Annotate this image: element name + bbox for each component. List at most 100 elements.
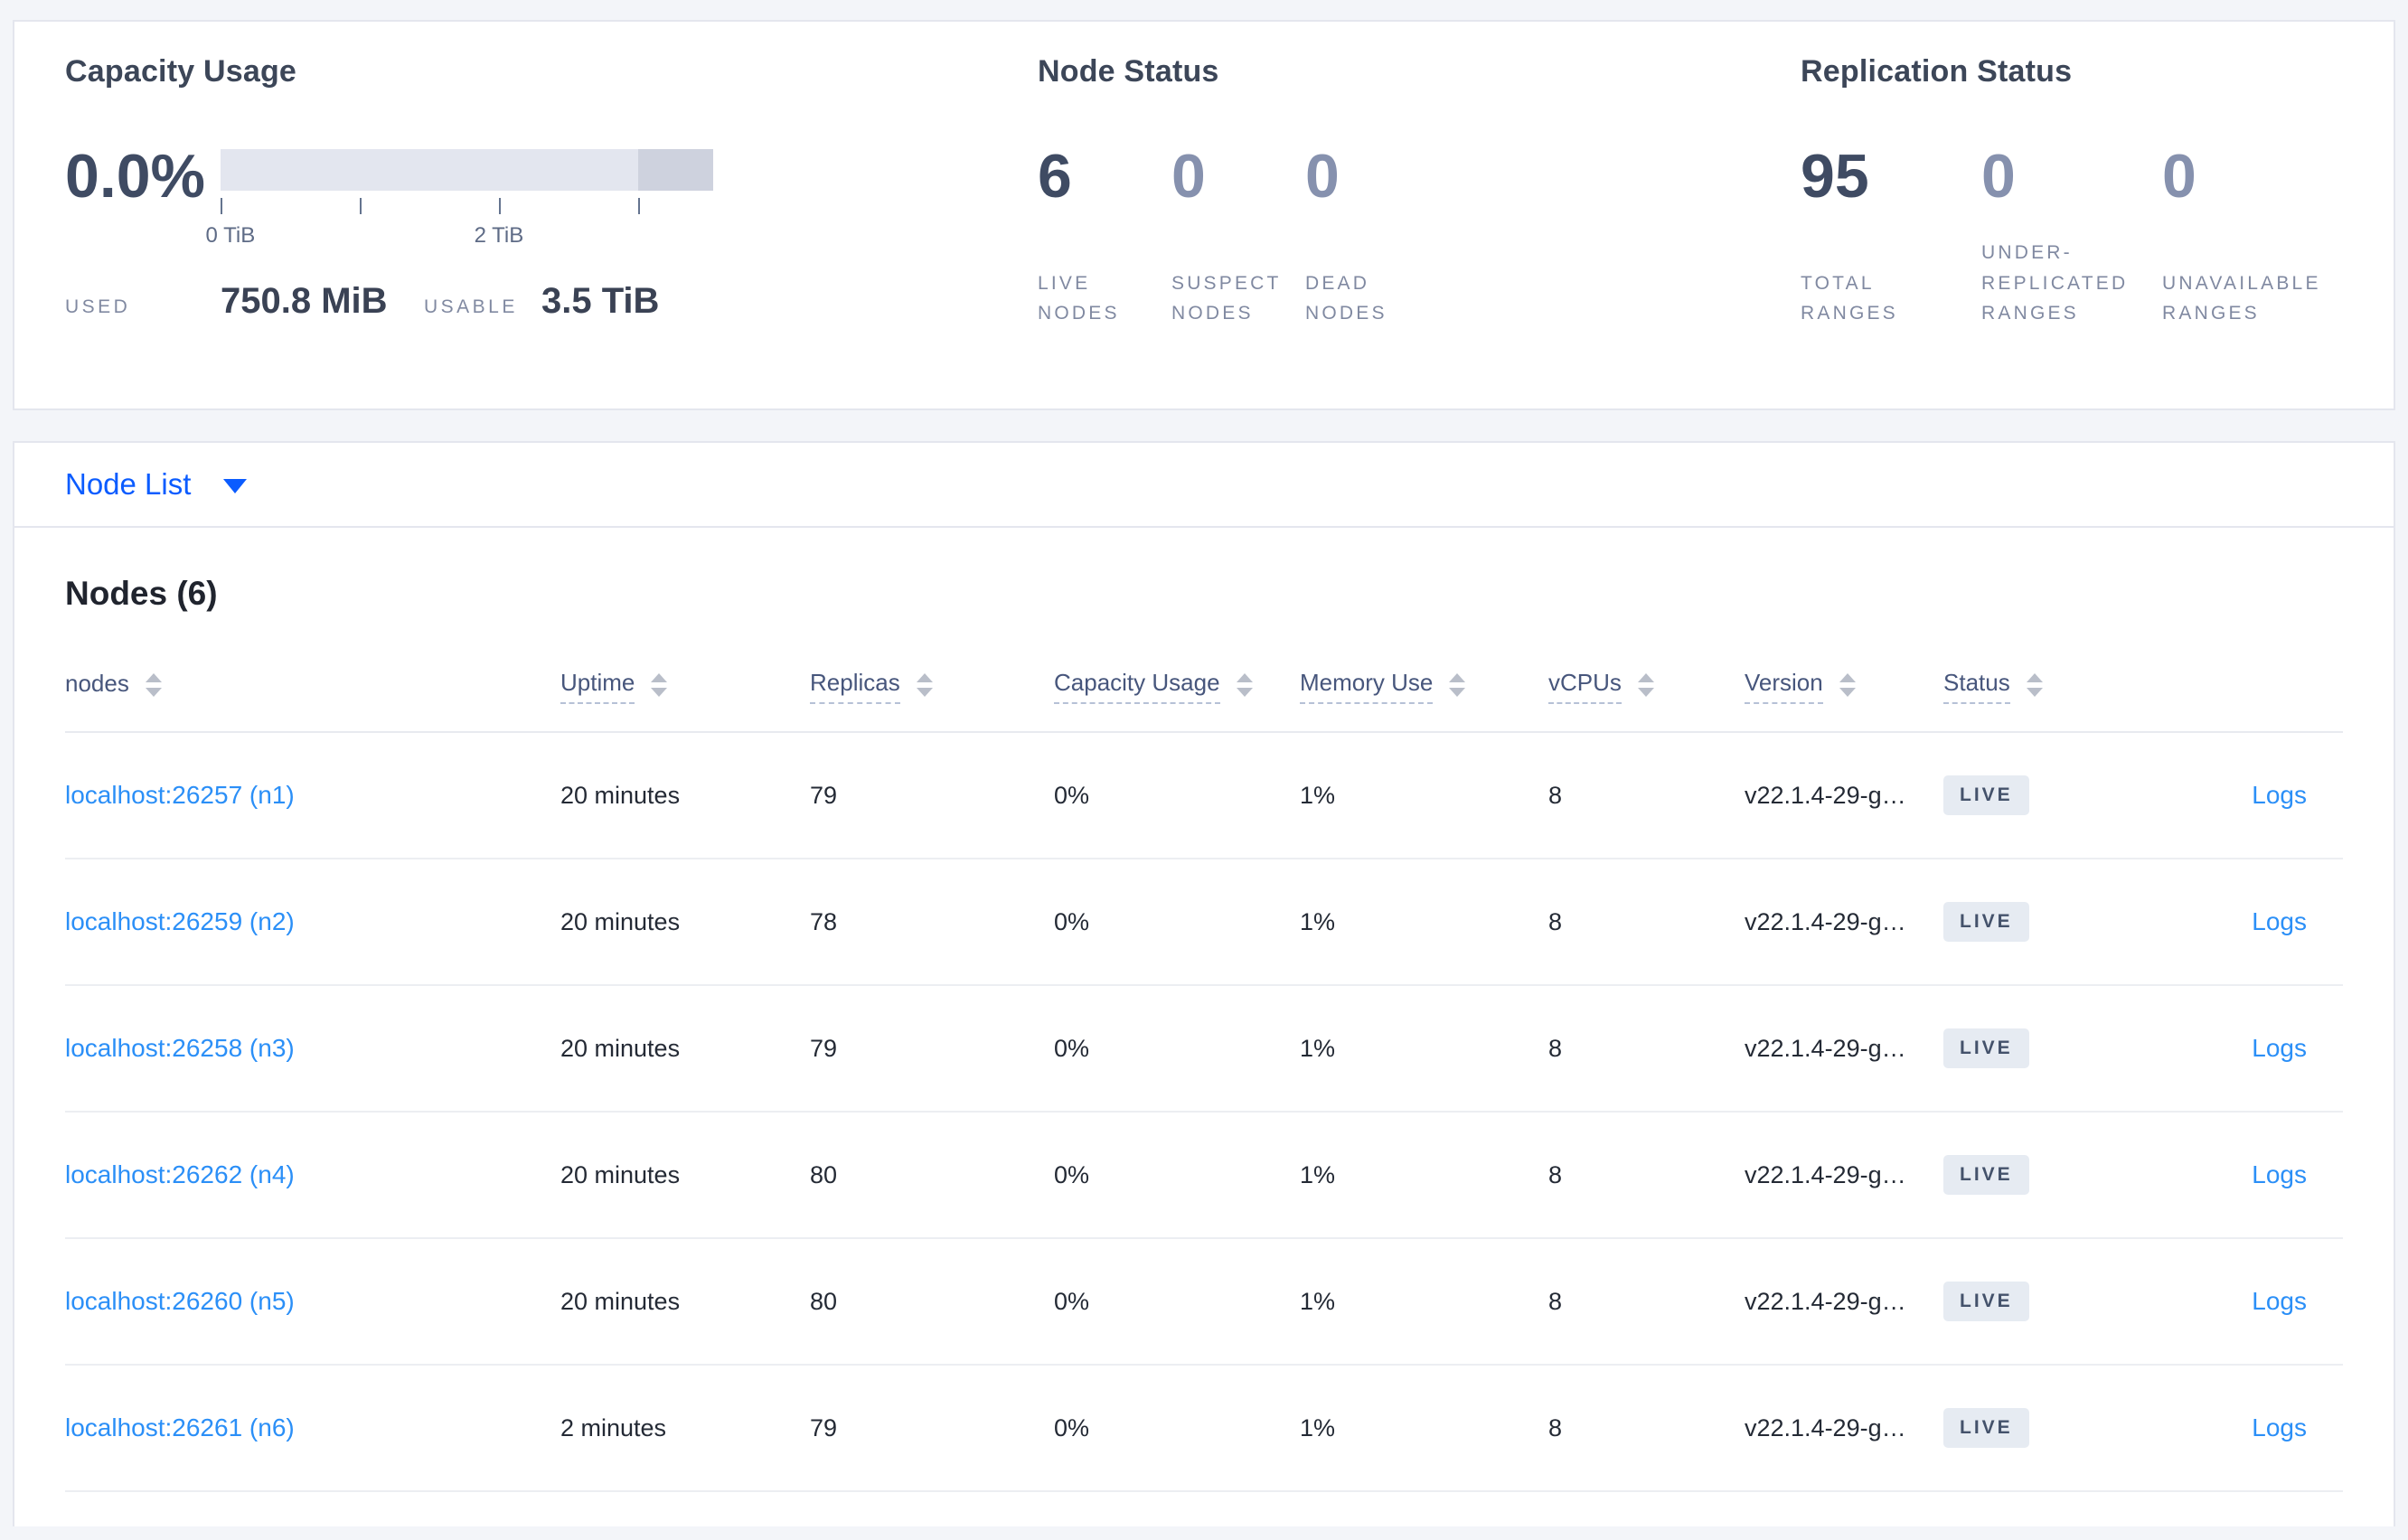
column-header-nodes[interactable]: nodes xyxy=(65,670,560,703)
replicas-cell: 78 xyxy=(810,907,838,935)
axis-tick-0 xyxy=(221,198,222,214)
status-badge: LIVE xyxy=(1943,1028,2029,1068)
dead-nodes-value: 0 xyxy=(1304,142,1340,211)
nodes-table-header: nodes Uptime Replicas Capacity Usage Mem… xyxy=(65,613,2343,733)
column-label-uptime: Uptime xyxy=(560,669,635,704)
used-value: 750.8 MiB xyxy=(221,281,388,321)
memory-use-cell: 1% xyxy=(1300,1160,1336,1188)
suspect-nodes-value: 0 xyxy=(1171,142,1206,211)
replicas-cell: 79 xyxy=(810,1413,838,1441)
column-label-memory-use: Memory Use xyxy=(1300,669,1434,704)
table-row: localhost:26261 (n6) 2 minutes 79 0% 1% … xyxy=(65,1366,2343,1492)
status-badge: LIVE xyxy=(1943,902,2029,942)
capacity-usage-cell: 0% xyxy=(1054,781,1090,809)
replication-status-title: Replication Status xyxy=(1801,54,2073,89)
node-link[interactable]: localhost:26261 (n6) xyxy=(65,1413,295,1441)
capacity-usage-section: Capacity Usage 0.0% 0 TiB 2 TiB USED 750… xyxy=(65,54,1038,369)
version-cell: v22.1.4-29-g… xyxy=(1745,781,1906,809)
column-header-vcpus[interactable]: vCPUs xyxy=(1548,669,1745,704)
axis-tick-2 xyxy=(498,198,501,214)
axis-tick-1 xyxy=(359,198,362,214)
node-status-stats: 6 LIVE NODES 0 SUSPECT NODES 0 DEAD NODE… xyxy=(1038,146,1801,328)
table-row: localhost:26257 (n1) 20 minutes 79 0% 1%… xyxy=(65,733,2343,859)
version-cell: v22.1.4-29-g… xyxy=(1745,907,1906,935)
node-list-dropdown-bar: Node List xyxy=(14,443,2394,528)
capacity-bar-reserved-segment xyxy=(638,149,713,191)
uptime-cell: 20 minutes xyxy=(560,781,681,809)
total-ranges-stat: 95 TOTAL RANGES xyxy=(1801,146,1981,328)
memory-use-cell: 1% xyxy=(1300,1287,1336,1315)
vcpus-cell: 8 xyxy=(1548,1287,1563,1315)
uptime-cell: 20 minutes xyxy=(560,907,681,935)
uptime-cell: 2 minutes xyxy=(560,1413,667,1441)
capacity-percent-value: 0.0% xyxy=(65,142,205,211)
axis-tick-label-2: 2 TiB xyxy=(474,223,524,248)
column-label-version: Version xyxy=(1745,669,1823,704)
suspect-nodes-label: SUSPECT NODES xyxy=(1171,272,1282,324)
version-cell: v22.1.4-29-g… xyxy=(1745,1034,1906,1062)
column-header-uptime[interactable]: Uptime xyxy=(560,669,810,704)
column-header-replicas[interactable]: Replicas xyxy=(810,669,1054,704)
capacity-stats: USED 750.8 MiB USABLE 3.5 TiB xyxy=(65,281,1038,322)
replication-status-stats: 95 TOTAL RANGES 0 UNDER-REPLICATED RANGE… xyxy=(1801,146,2343,328)
used-label: USED xyxy=(65,296,131,317)
nodes-table-section: Nodes (6) nodes Uptime Replicas Capacity… xyxy=(14,528,2394,1526)
node-status-title: Node Status xyxy=(1037,54,1219,89)
logs-link[interactable]: Logs xyxy=(2252,1413,2307,1441)
vcpus-cell: 8 xyxy=(1548,781,1563,809)
node-status-section: Node Status 6 LIVE NODES 0 SUSPECT NODES… xyxy=(1038,54,1801,369)
logs-link[interactable]: Logs xyxy=(2252,1034,2307,1062)
live-nodes-stat: 6 LIVE NODES xyxy=(1038,146,1171,328)
node-link[interactable]: localhost:26259 (n2) xyxy=(65,907,295,935)
logs-link[interactable]: Logs xyxy=(2252,907,2307,935)
capacity-gauge: 0.0% 0 TiB 2 TiB xyxy=(65,142,1038,248)
capacity-usage-cell: 0% xyxy=(1054,1160,1090,1188)
version-cell: v22.1.4-29-g… xyxy=(1745,1160,1906,1188)
dead-nodes-stat: 0 DEAD NODES xyxy=(1305,146,1439,328)
sort-icon xyxy=(2026,672,2043,697)
capacity-usage-title: Capacity Usage xyxy=(65,54,297,89)
column-label-vcpus: vCPUs xyxy=(1548,669,1622,704)
sort-icon xyxy=(1839,672,1856,697)
node-link[interactable]: localhost:26262 (n4) xyxy=(65,1160,295,1188)
replicas-cell: 80 xyxy=(810,1287,838,1315)
column-header-status[interactable]: Status xyxy=(1943,669,2151,704)
table-row: localhost:26259 (n2) 20 minutes 78 0% 1%… xyxy=(65,859,2343,986)
column-header-memory-use[interactable]: Memory Use xyxy=(1300,669,1548,704)
replicas-cell: 79 xyxy=(810,781,838,809)
column-header-version[interactable]: Version xyxy=(1745,669,1943,704)
sort-icon xyxy=(1449,672,1466,697)
live-nodes-label: LIVE NODES xyxy=(1037,272,1120,324)
logs-link[interactable]: Logs xyxy=(2252,1287,2307,1315)
column-label-status: Status xyxy=(1943,669,2010,704)
nodes-table-heading: Nodes (6) xyxy=(65,575,218,612)
node-list-card: Node List Nodes (6) nodes Uptime Replica… xyxy=(13,441,2395,1526)
total-ranges-value: 95 xyxy=(1801,142,1869,211)
node-link[interactable]: localhost:26260 (n5) xyxy=(65,1287,295,1315)
status-cell: LIVE xyxy=(1943,775,2151,815)
vcpus-cell: 8 xyxy=(1548,1034,1563,1062)
memory-use-cell: 1% xyxy=(1300,1034,1336,1062)
table-row: localhost:26258 (n3) 20 minutes 79 0% 1%… xyxy=(65,986,2343,1113)
node-list-dropdown[interactable]: Node List xyxy=(65,467,248,502)
node-list-dropdown-label: Node List xyxy=(65,467,192,501)
logs-link[interactable]: Logs xyxy=(2252,1160,2307,1188)
column-header-capacity-usage[interactable]: Capacity Usage xyxy=(1054,669,1300,704)
status-badge: LIVE xyxy=(1943,1408,2029,1448)
status-badge: LIVE xyxy=(1943,1282,2029,1321)
chevron-down-icon xyxy=(223,479,248,493)
usable-label: USABLE xyxy=(424,296,518,317)
column-label-capacity-usage: Capacity Usage xyxy=(1054,669,1220,704)
memory-use-cell: 1% xyxy=(1300,781,1336,809)
capacity-bar: 0 TiB 2 TiB xyxy=(206,149,713,248)
status-cell: LIVE xyxy=(1943,1282,2151,1321)
capacity-usage-cell: 0% xyxy=(1054,907,1090,935)
uptime-cell: 20 minutes xyxy=(560,1034,681,1062)
logs-link[interactable]: Logs xyxy=(2252,781,2307,809)
under-replicated-ranges-stat: 0 UNDER-REPLICATED RANGES xyxy=(1981,146,2162,328)
node-link[interactable]: localhost:26258 (n3) xyxy=(65,1034,295,1062)
node-link[interactable]: localhost:26257 (n1) xyxy=(65,781,295,809)
version-cell: v22.1.4-29-g… xyxy=(1745,1287,1906,1315)
column-label-replicas: Replicas xyxy=(810,669,900,704)
vcpus-cell: 8 xyxy=(1548,907,1563,935)
